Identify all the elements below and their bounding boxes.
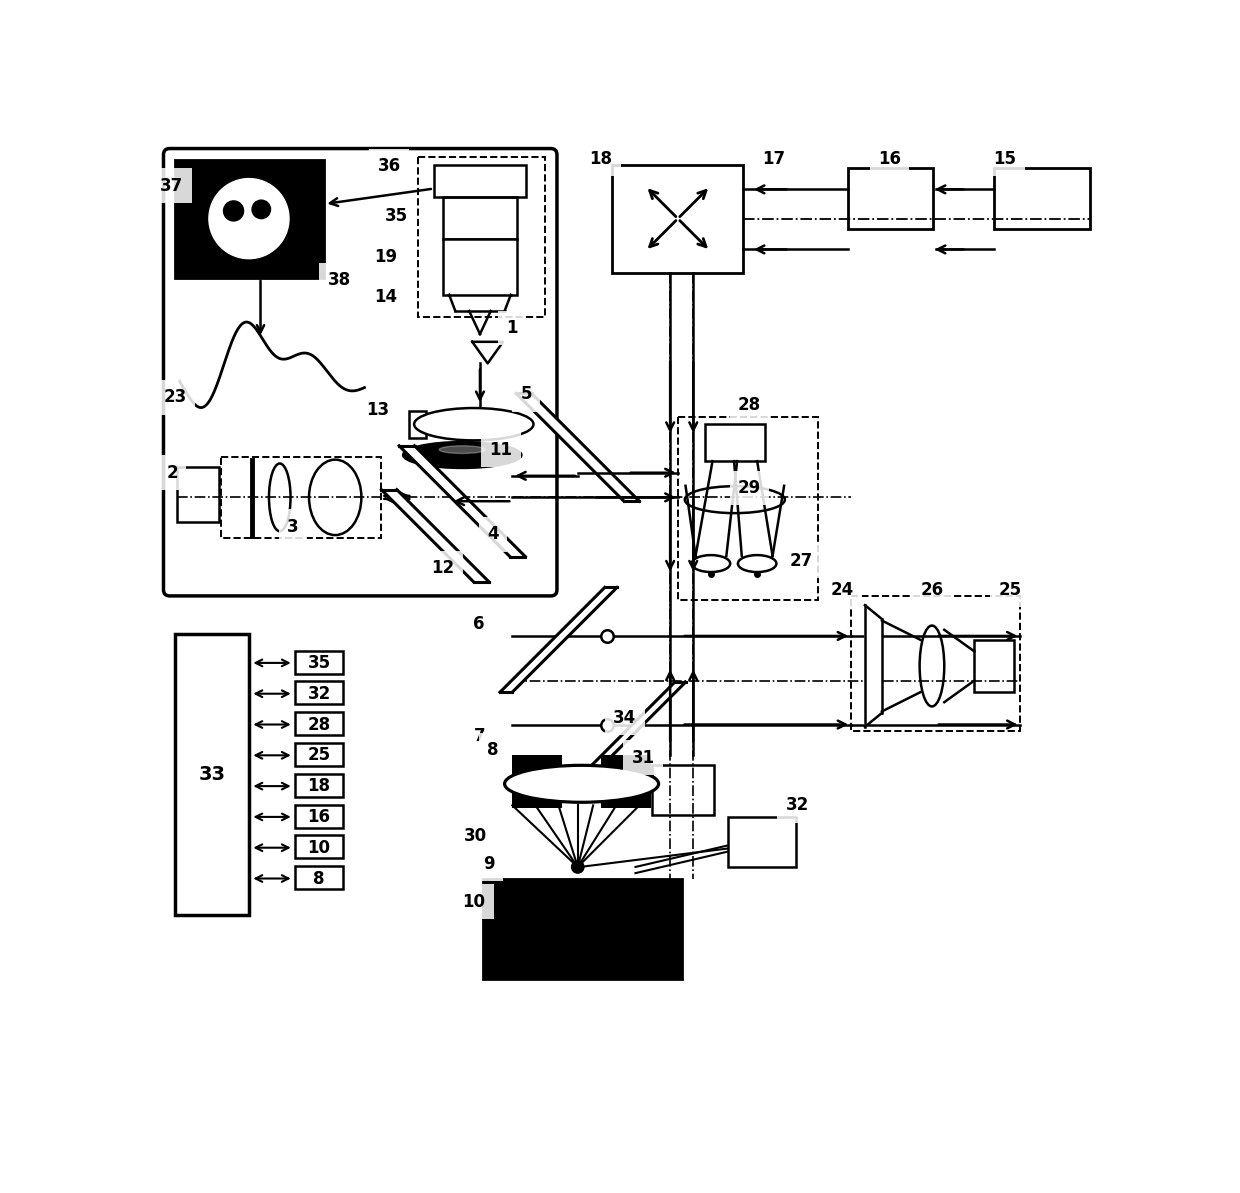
Text: 13: 13	[366, 401, 389, 419]
Polygon shape	[585, 682, 686, 772]
Text: 16: 16	[878, 149, 901, 167]
Bar	[295, 650, 343, 674]
Bar	[295, 866, 343, 889]
Bar	[409, 412, 427, 438]
Text: 35: 35	[308, 654, 331, 672]
Bar	[484, 878, 682, 978]
Text: 3: 3	[286, 518, 299, 536]
Text: 32: 32	[786, 797, 808, 815]
Text: 6: 6	[472, 616, 484, 633]
Text: 7: 7	[474, 727, 486, 746]
Circle shape	[252, 240, 258, 246]
Text: 32: 32	[308, 685, 331, 703]
Bar	[221, 457, 382, 538]
Bar	[975, 639, 1014, 692]
Text: 1: 1	[507, 319, 518, 336]
Text: 26: 26	[920, 581, 944, 599]
Bar	[295, 774, 343, 797]
Bar	[443, 197, 517, 240]
Circle shape	[223, 200, 243, 221]
Text: 23: 23	[164, 388, 187, 407]
Text: 2: 2	[166, 464, 177, 482]
Polygon shape	[866, 605, 882, 727]
Text: 37: 37	[160, 177, 184, 194]
Text: 27: 27	[790, 551, 812, 569]
Bar	[601, 755, 651, 808]
Text: 15: 15	[993, 149, 1017, 167]
Text: 4: 4	[487, 525, 498, 543]
Bar	[175, 160, 324, 278]
Text: 5: 5	[521, 385, 532, 403]
Text: 9: 9	[484, 855, 495, 873]
Text: 28: 28	[308, 716, 331, 734]
Text: 17: 17	[763, 149, 786, 167]
Text: 38: 38	[327, 271, 351, 289]
Polygon shape	[382, 489, 490, 582]
Text: 25: 25	[308, 747, 331, 765]
Ellipse shape	[414, 408, 533, 440]
Bar	[295, 804, 343, 828]
Bar	[678, 416, 818, 600]
Text: 25: 25	[998, 581, 1022, 599]
Text: 18: 18	[308, 777, 331, 795]
Bar	[512, 755, 563, 808]
Text: 30: 30	[464, 827, 487, 845]
Bar	[613, 165, 743, 272]
Bar	[704, 425, 765, 462]
Ellipse shape	[439, 446, 485, 453]
Text: 33: 33	[198, 765, 226, 784]
Text: 8: 8	[314, 870, 325, 888]
Bar	[295, 681, 343, 705]
Circle shape	[234, 239, 241, 245]
Bar	[434, 165, 526, 197]
Text: 8: 8	[487, 741, 498, 759]
Bar	[176, 466, 219, 523]
Bar	[851, 596, 1021, 730]
Circle shape	[252, 200, 270, 218]
FancyBboxPatch shape	[164, 149, 557, 596]
Polygon shape	[516, 394, 640, 501]
Ellipse shape	[403, 441, 522, 469]
Text: 29: 29	[738, 480, 761, 497]
Bar	[728, 817, 796, 867]
Bar	[443, 240, 517, 295]
Circle shape	[208, 179, 289, 259]
Text: 34: 34	[613, 709, 636, 727]
Bar	[295, 712, 343, 735]
Text: 24: 24	[831, 581, 853, 599]
Text: 31: 31	[631, 749, 655, 767]
Bar	[848, 168, 932, 229]
Text: 10: 10	[463, 892, 485, 910]
Polygon shape	[472, 342, 503, 364]
Bar	[993, 168, 1090, 229]
Polygon shape	[399, 446, 526, 557]
Bar	[295, 835, 343, 859]
Text: 14: 14	[373, 289, 397, 307]
Text: 11: 11	[490, 440, 512, 458]
Bar	[295, 743, 343, 766]
Text: 10: 10	[308, 839, 331, 857]
Ellipse shape	[505, 766, 658, 802]
Bar	[652, 766, 714, 815]
Circle shape	[572, 861, 584, 873]
Polygon shape	[500, 587, 618, 692]
Text: 36: 36	[377, 157, 401, 175]
Text: 16: 16	[308, 808, 331, 826]
Text: 12: 12	[432, 560, 455, 577]
Text: 35: 35	[386, 208, 408, 225]
Text: 19: 19	[373, 248, 397, 266]
Bar	[175, 635, 249, 915]
Text: 18: 18	[589, 149, 613, 167]
Text: 28: 28	[738, 396, 761, 414]
Polygon shape	[449, 295, 511, 311]
Bar	[418, 157, 544, 317]
